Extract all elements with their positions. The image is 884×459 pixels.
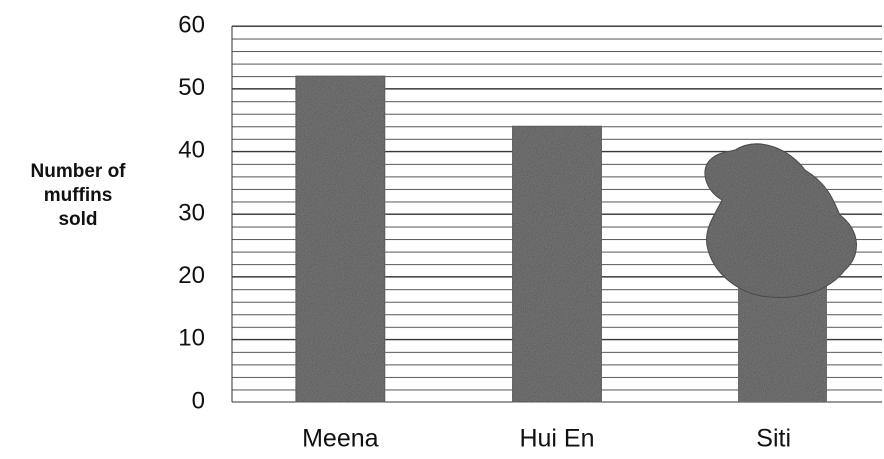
- bar: [296, 76, 385, 402]
- y-axis-label: Number of: [31, 161, 127, 182]
- x-tick-label: Siti: [756, 425, 791, 453]
- y-axis-label: sold: [58, 209, 97, 230]
- y-tick-label: 50: [178, 74, 205, 101]
- chart: Number of muffins sold 0 10 20 30 40 50 60 Meen…: [0, 0, 884, 459]
- hidden-bar-stub: [738, 285, 827, 402]
- y-tick-label: 20: [178, 262, 205, 289]
- x-tick-label: Hui En: [519, 425, 594, 453]
- bar: [513, 126, 602, 402]
- y-tick-label: 60: [178, 11, 205, 38]
- y-tick-label: 0: [192, 387, 205, 414]
- y-tick-label: 40: [178, 137, 205, 164]
- x-tick-label: Meena: [302, 425, 379, 453]
- y-tick-label: 30: [178, 199, 205, 226]
- y-tick-label: 10: [178, 325, 205, 352]
- y-axis-label: muffins: [44, 185, 113, 206]
